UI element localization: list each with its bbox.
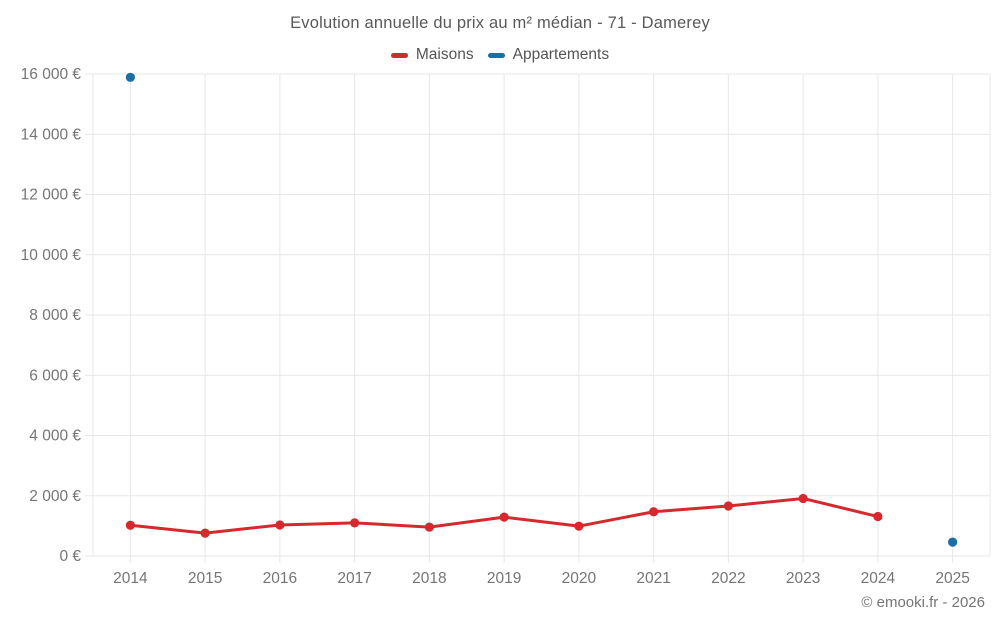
data-point-maisons-2021[interactable] xyxy=(649,507,659,517)
x-axis-tick-label: 2019 xyxy=(487,570,521,587)
data-point-maisons-2017[interactable] xyxy=(350,518,360,528)
x-axis-tick-label: 2015 xyxy=(188,570,222,587)
x-axis-tick-label: 2018 xyxy=(412,570,446,587)
data-point-maisons-2022[interactable] xyxy=(723,501,733,511)
appartements-series-swatch-icon xyxy=(487,52,505,58)
y-axis-tick-label: 4 000 € xyxy=(29,428,81,445)
y-axis-tick-label: 8 000 € xyxy=(29,307,81,324)
x-axis-tick-label: 2014 xyxy=(113,570,148,587)
x-axis-tick-label: 2022 xyxy=(711,570,745,587)
legend-label-appartements: Appartements xyxy=(512,46,610,63)
data-point-appartements-2014[interactable] xyxy=(125,72,135,82)
y-axis-tick-label: 12 000 € xyxy=(21,187,82,204)
x-axis-tick-label: 2024 xyxy=(861,570,896,587)
copyright-text: © emooki.fr - 2026 xyxy=(861,594,985,611)
data-point-maisons-2014[interactable] xyxy=(125,520,135,530)
data-point-maisons-2023[interactable] xyxy=(798,493,808,504)
y-axis-tick-label: 16 000 € xyxy=(21,66,82,83)
x-axis-tick-label: 2020 xyxy=(562,570,597,587)
data-point-maisons-2024[interactable] xyxy=(873,511,883,522)
chart-legend: Maisons Appartements xyxy=(0,46,1000,64)
data-point-maisons-2016[interactable] xyxy=(275,520,285,530)
data-point-appartements-2025[interactable] xyxy=(948,537,958,547)
chart-title: Evolution annuelle du prix au m² médian … xyxy=(290,14,710,32)
data-point-maisons-2020[interactable] xyxy=(574,521,584,531)
data-point-maisons-2019[interactable] xyxy=(499,512,509,522)
x-axis-tick-label: 2023 xyxy=(786,570,820,587)
x-axis-tick-label: 2017 xyxy=(337,570,371,587)
y-axis-tick-label: 14 000 € xyxy=(21,126,82,143)
x-axis-tick-label: 2025 xyxy=(935,570,969,587)
x-axis-tick-label: 2016 xyxy=(263,570,297,587)
data-point-maisons-2018[interactable] xyxy=(424,522,434,532)
y-axis-tick-label: 6 000 € xyxy=(29,367,81,384)
legend-label-maisons: Maisons xyxy=(415,46,474,63)
y-axis-tick-label: 10 000 € xyxy=(21,247,82,264)
y-axis-tick-label: 2 000 € xyxy=(29,488,81,505)
x-axis-tick-label: 2021 xyxy=(636,570,670,587)
legend-item-maisons[interactable]: Maisons xyxy=(390,46,474,64)
maisons-series-swatch-icon xyxy=(390,52,408,58)
legend-item-appartements[interactable]: Appartements xyxy=(487,46,610,64)
y-axis-tick-label: 0 € xyxy=(59,548,81,565)
data-point-maisons-2015[interactable] xyxy=(200,528,210,538)
